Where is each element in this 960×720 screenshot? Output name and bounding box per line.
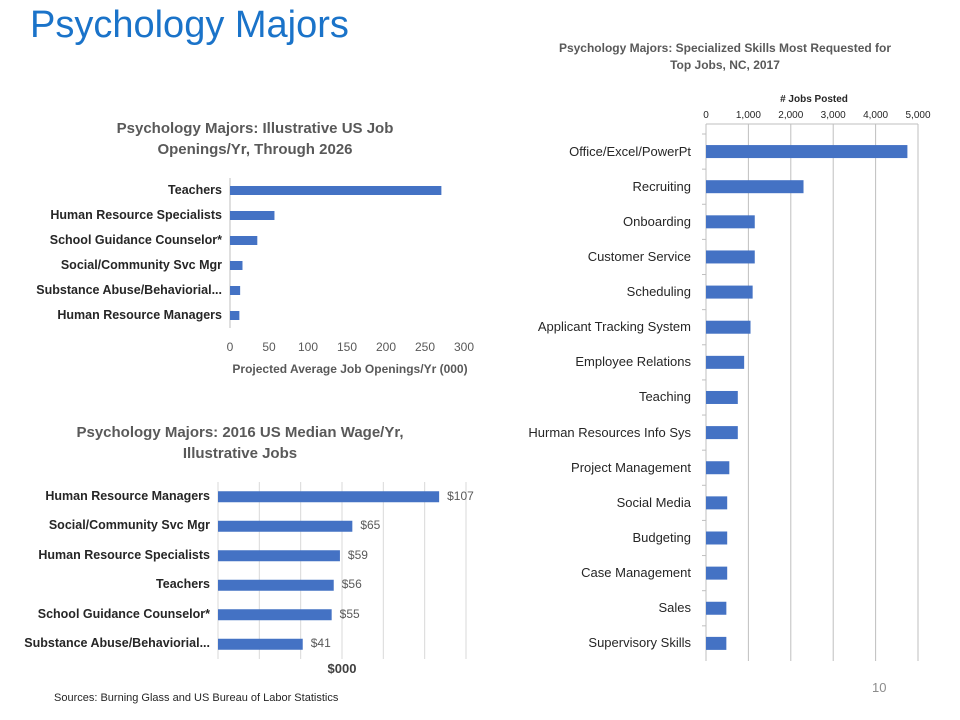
skills-bar — [706, 250, 755, 264]
skills-bar — [706, 601, 727, 615]
skills-category-label: Applicant Tracking System — [537, 319, 691, 335]
openings-category-label: Human Resource Specialists — [50, 207, 222, 222]
skills-category-label: Recruiting — [632, 178, 691, 194]
wages-bar — [218, 520, 353, 532]
wages-data-label: $55 — [339, 606, 360, 621]
wages-category-label: Human Resource Specialists — [38, 547, 210, 562]
openings-category-label: Social/Community Svc Mgr — [60, 257, 222, 272]
openings-x-tick: 250 — [414, 340, 436, 354]
wages-bar — [218, 550, 340, 562]
wages-data-label: $107 — [447, 488, 474, 503]
skills-category-label: Teaching — [638, 389, 691, 405]
openings-bar — [230, 311, 240, 320]
openings-x-tick: 50 — [262, 340, 276, 354]
skills-category-label: Scheduling — [626, 284, 691, 300]
skills-category-label: Supervisory Skills — [588, 635, 691, 651]
openings-bar — [230, 211, 275, 220]
wages-category-label: Social/Community Svc Mgr — [48, 518, 210, 533]
openings-bar — [230, 186, 442, 195]
wages-data-label: $56 — [341, 577, 362, 592]
skills-bar — [706, 215, 755, 229]
skills-x-axis-title: # Jobs Posted — [780, 94, 848, 105]
skills-bar — [706, 285, 753, 299]
wages-data-label: $59 — [347, 547, 368, 562]
skills-category-label: Sales — [658, 600, 691, 616]
skills-category-label: Social Media — [616, 494, 691, 510]
skills-category-label: Employee Relations — [575, 354, 691, 370]
wages-chart-title-line: Illustrative Jobs — [182, 445, 298, 462]
skills-chart-title: Psychology Majors: Specialized Skills Mo… — [530, 40, 920, 74]
wages-bar — [218, 579, 334, 591]
openings-chart-title-line: Openings/Yr, Through 2026 — [157, 141, 353, 158]
skills-bar — [706, 320, 751, 334]
skills-x-tick: 4,000 — [863, 110, 889, 121]
wages-bar — [218, 638, 303, 650]
skills-chart-title-line: Top Jobs, NC, 2017 — [670, 58, 780, 72]
openings-x-tick: 0 — [226, 340, 234, 354]
skills-category-label: Case Management — [581, 565, 691, 581]
skills-bar — [706, 461, 730, 475]
skills-bar — [706, 496, 728, 510]
skills-bar — [706, 355, 745, 369]
openings-x-tick: 100 — [297, 340, 319, 354]
skills-x-tick: 1,000 — [735, 110, 761, 121]
skills-bar — [706, 531, 728, 545]
wages-category-label: Teachers — [156, 577, 210, 592]
wages-bar — [218, 491, 440, 503]
skills-bar — [706, 636, 727, 650]
wages-data-label: $41 — [310, 636, 331, 651]
wages-data-label: $65 — [360, 518, 381, 533]
skills-x-tick: 0 — [703, 110, 709, 121]
skills-bar — [706, 180, 804, 194]
skills-category-label: Onboarding — [623, 213, 691, 229]
openings-bar — [230, 261, 243, 270]
openings-x-tick: 150 — [336, 340, 358, 354]
openings-x-tick: 200 — [375, 340, 397, 354]
skills-bar — [706, 145, 908, 159]
skills-bar — [706, 426, 738, 440]
openings-chart-title-line: Psychology Majors: Illustrative US Job — [116, 120, 394, 137]
wages-category-label: Human Resource Managers — [45, 488, 210, 503]
slide-title: Psychology Majors — [30, 4, 349, 46]
openings-bar — [230, 286, 241, 295]
page-number: 10 — [872, 680, 887, 695]
wages-category-label: School Guidance Counselor* — [37, 606, 210, 621]
openings-category-label: Substance Abuse/Behaviorial... — [36, 282, 222, 297]
skills-bar — [706, 566, 728, 580]
skills-category-label: Office/Excel/PowerPt — [569, 143, 691, 159]
skills-category-label: Project Management — [571, 459, 691, 475]
wages-bar — [218, 609, 332, 621]
skills-x-tick: 5,000 — [905, 110, 931, 121]
skills-category-label: Hurman Resources Info Sys — [528, 424, 691, 440]
openings-x-tick: 300 — [453, 340, 475, 354]
openings-x-axis-title: Projected Average Job Openings/Yr (000) — [232, 362, 468, 376]
wages-chart-title-line: Psychology Majors: 2016 US Median Wage/Y… — [76, 424, 404, 441]
openings-chart-title: Psychology Majors: Illustrative US Job Op… — [60, 118, 450, 160]
wages-x-axis-title: $000 — [327, 661, 357, 676]
openings-category-label: School Guidance Counselor* — [49, 232, 222, 247]
skills-x-tick: 3,000 — [820, 110, 846, 121]
skills-x-tick: 2,000 — [778, 110, 804, 121]
wages-category-label: Substance Abuse/Behaviorial... — [24, 636, 210, 651]
skills-chart-title-line: Psychology Majors: Specialized Skills Mo… — [558, 41, 892, 55]
sources-footer: Sources: Burning Glass and US Bureau of … — [54, 692, 339, 704]
wages-chart-title: Psychology Majors: 2016 US Median Wage/Y… — [20, 422, 460, 464]
skills-bar — [706, 390, 738, 404]
skills-category-label: Budgeting — [632, 529, 691, 545]
skills-category-label: Customer Service — [587, 248, 691, 264]
openings-category-label: Teachers — [168, 182, 222, 197]
openings-bar — [230, 236, 258, 245]
openings-category-label: Human Resource Managers — [57, 307, 222, 322]
